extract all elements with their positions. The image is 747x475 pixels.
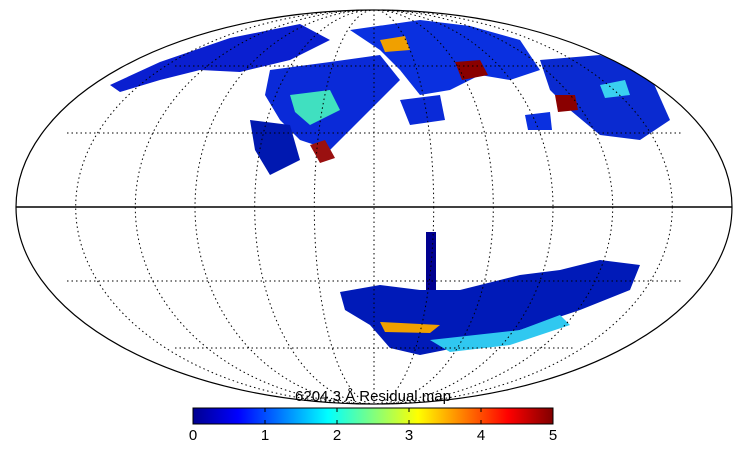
colorbar-tick-label: 3 — [405, 427, 413, 444]
colorbar-tick-label: 4 — [477, 427, 485, 444]
map-title: 6204.3 Å Residual map — [295, 388, 451, 405]
residual-patches — [110, 20, 670, 355]
sky-outline — [15, 9, 733, 405]
colorbar-ticks: 0 1 2 3 4 5 — [189, 408, 557, 444]
colorbar-tick-label: 1 — [261, 427, 269, 444]
colorbar-tick-label: 0 — [189, 427, 197, 444]
colorbar-tick-label: 2 — [333, 427, 341, 444]
colorbar-tick-label: 5 — [549, 427, 557, 444]
colorbar — [192, 407, 554, 425]
